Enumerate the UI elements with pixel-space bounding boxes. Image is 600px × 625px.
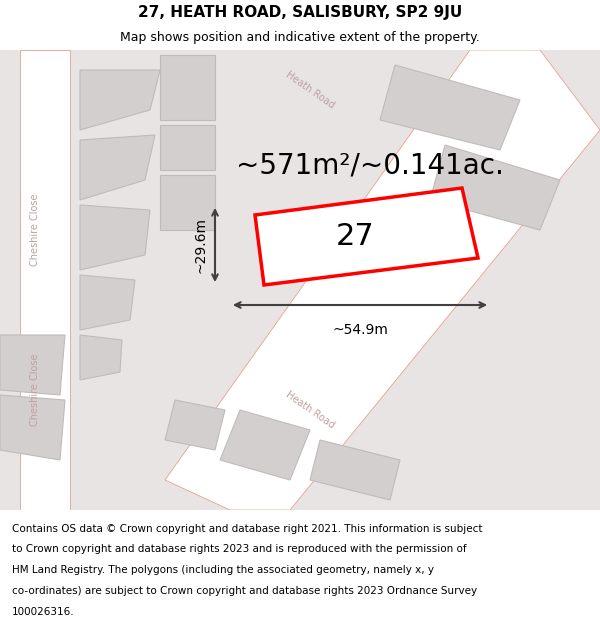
Polygon shape: [160, 55, 215, 120]
Polygon shape: [255, 188, 478, 285]
Polygon shape: [80, 335, 122, 380]
Polygon shape: [165, 50, 600, 510]
Polygon shape: [80, 205, 150, 270]
Text: 27: 27: [335, 222, 374, 251]
Polygon shape: [0, 335, 65, 395]
Text: Contains OS data © Crown copyright and database right 2021. This information is : Contains OS data © Crown copyright and d…: [12, 524, 482, 534]
Polygon shape: [0, 395, 65, 460]
Text: co-ordinates) are subject to Crown copyright and database rights 2023 Ordnance S: co-ordinates) are subject to Crown copyr…: [12, 586, 477, 596]
Text: HM Land Registry. The polygons (including the associated geometry, namely x, y: HM Land Registry. The polygons (includin…: [12, 565, 434, 575]
Polygon shape: [80, 275, 135, 330]
Text: ~29.6m: ~29.6m: [193, 217, 207, 273]
Polygon shape: [165, 400, 225, 450]
Polygon shape: [220, 410, 310, 480]
Text: ~54.9m: ~54.9m: [332, 323, 388, 337]
Text: Map shows position and indicative extent of the property.: Map shows position and indicative extent…: [120, 31, 480, 44]
Polygon shape: [160, 175, 215, 230]
Text: Heath Road: Heath Road: [284, 69, 336, 111]
Polygon shape: [310, 440, 400, 500]
Polygon shape: [80, 135, 155, 200]
Text: ~571m²/~0.141ac.: ~571m²/~0.141ac.: [236, 151, 504, 179]
Polygon shape: [80, 70, 160, 130]
Text: Cheshire Close: Cheshire Close: [30, 354, 40, 426]
Text: to Crown copyright and database rights 2023 and is reproduced with the permissio: to Crown copyright and database rights 2…: [12, 544, 467, 554]
Text: Heath Road: Heath Road: [284, 389, 336, 431]
Text: Cheshire Close: Cheshire Close: [30, 194, 40, 266]
Text: 100026316.: 100026316.: [12, 607, 74, 617]
Polygon shape: [380, 65, 520, 150]
Polygon shape: [430, 145, 560, 230]
Polygon shape: [20, 50, 70, 510]
Polygon shape: [160, 125, 215, 170]
Text: 27, HEATH ROAD, SALISBURY, SP2 9JU: 27, HEATH ROAD, SALISBURY, SP2 9JU: [138, 5, 462, 20]
